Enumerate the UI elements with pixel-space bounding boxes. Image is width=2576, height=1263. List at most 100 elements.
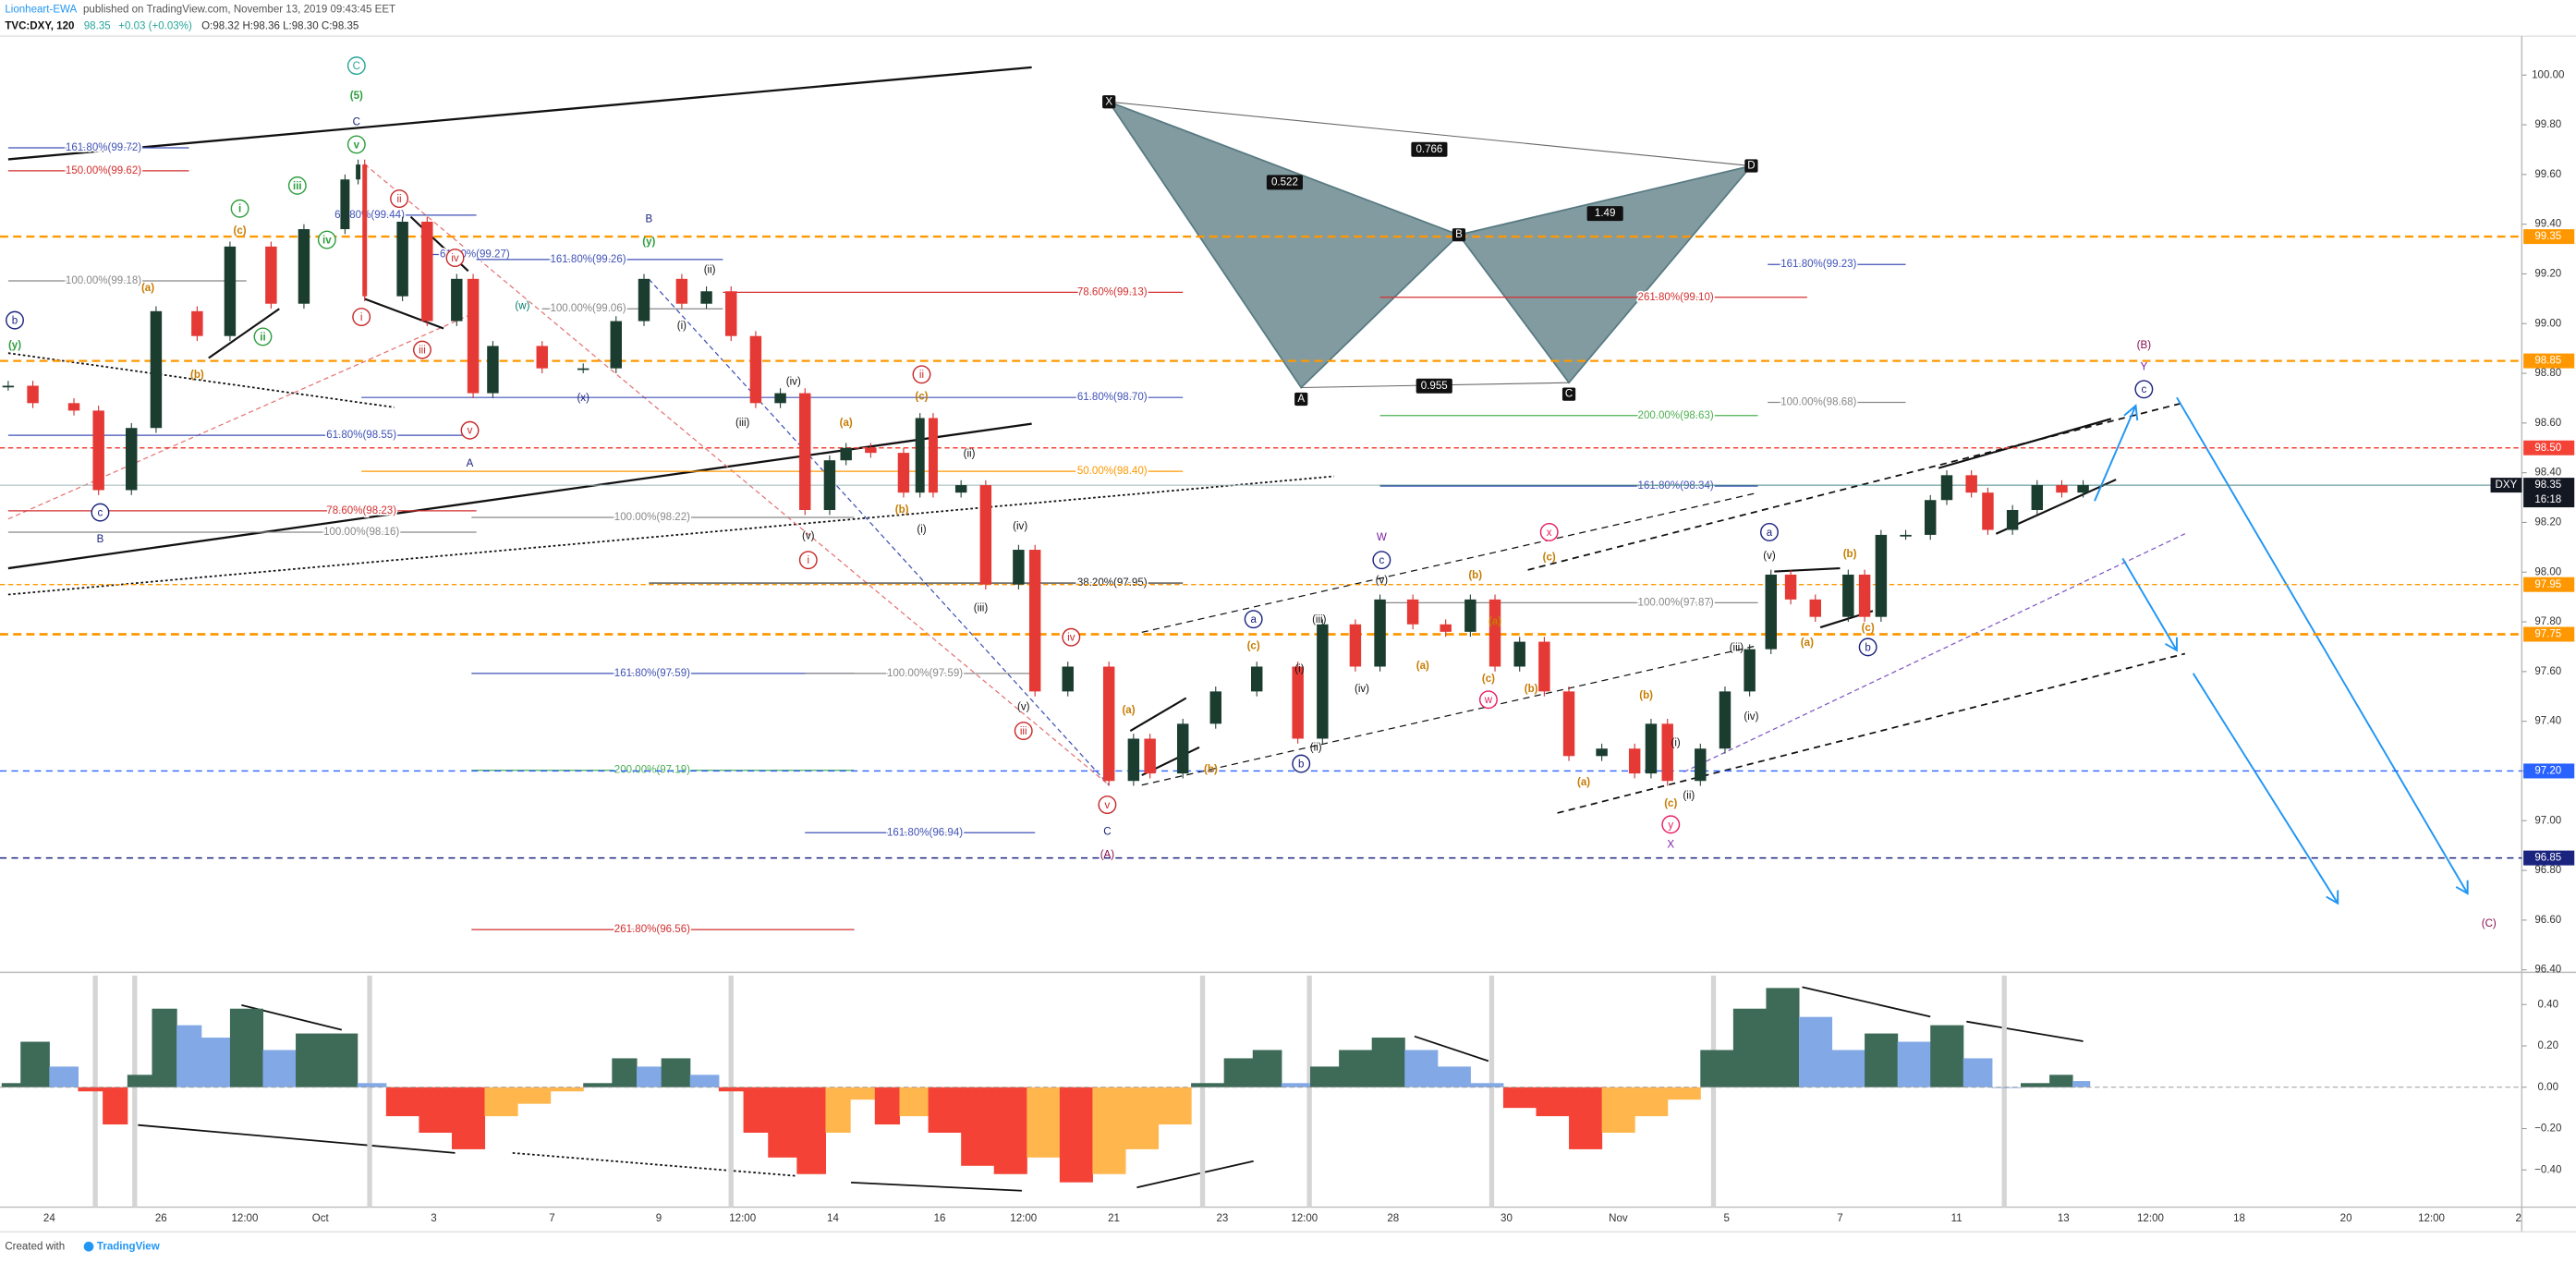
- candle: [1176, 723, 1189, 774]
- candle: [1661, 723, 1673, 782]
- wave-circle: [1539, 522, 1559, 541]
- oscillator-bar: [1470, 1083, 1504, 1087]
- fib-label: 161.80%(97.59): [614, 668, 690, 679]
- candle: [2056, 485, 2068, 493]
- y-tick-label: 96.80: [2534, 865, 2561, 876]
- fib-label: 100.00%(97.59): [887, 668, 963, 679]
- fib-label: 161.80%(99.72): [66, 142, 141, 153]
- pattern-point: B: [1455, 229, 1463, 240]
- symbol-tag: DXY: [2496, 480, 2518, 491]
- y-tick-label: 98.20: [2534, 517, 2561, 528]
- trend-line: [7, 352, 395, 408]
- triangle-line: [1938, 418, 2112, 469]
- wave-label: (c): [1543, 553, 1556, 564]
- candle: [979, 485, 992, 585]
- trend-line: [7, 475, 1334, 596]
- oscillator-bar: [1502, 1087, 1537, 1109]
- session-gap: [132, 975, 138, 1208]
- last-price-label: 98.35: [2534, 480, 2561, 491]
- wave-circle: [91, 503, 110, 522]
- candle: [2, 385, 15, 388]
- channel-line: [1527, 401, 2186, 571]
- wave-label: (iv): [786, 376, 801, 387]
- wave-label: iv: [1067, 633, 1075, 644]
- wave-label: v: [1105, 800, 1111, 811]
- candle: [675, 278, 688, 304]
- candle: [1406, 599, 1419, 625]
- candle: [1209, 691, 1221, 724]
- price-level-tag: [2523, 353, 2575, 369]
- x-tick-label: 12:00: [729, 1213, 756, 1224]
- price-level-label: 99.35: [2534, 231, 2561, 242]
- oscillator-bar: [1, 1083, 21, 1087]
- y-tick-label: 98.00: [2534, 566, 2561, 577]
- candle: [1464, 599, 1476, 632]
- oscillator-bar: [689, 1075, 720, 1087]
- candle: [577, 368, 589, 370]
- candle: [840, 447, 852, 461]
- wave-circle: [1760, 522, 1779, 541]
- wave-label: (b): [190, 370, 204, 381]
- oscillator-bar: [1667, 1087, 1701, 1100]
- wave-circle: [1098, 795, 1117, 814]
- x-tick-label: 12:00: [2137, 1213, 2164, 1224]
- wave-label: (a): [1801, 638, 1814, 649]
- candle: [1250, 666, 1263, 692]
- wave-circle: [445, 249, 465, 268]
- wave-label: (b): [1639, 690, 1653, 701]
- candle: [1695, 748, 1707, 782]
- x-tick-label: 12:00: [1291, 1213, 1318, 1224]
- price-level-label: 98.50: [2534, 443, 2561, 454]
- wave-label: (x): [577, 393, 589, 404]
- candle: [1144, 738, 1156, 774]
- footer-brand[interactable]: TradingView: [97, 1241, 160, 1252]
- candle: [2006, 510, 2019, 530]
- oscillator-bar: [484, 1087, 518, 1117]
- session-gap: [1710, 975, 1717, 1208]
- countdown: 16:18: [2534, 494, 2561, 505]
- wave-circle: [798, 551, 818, 570]
- wave-label: (a): [1488, 616, 1501, 627]
- x-tick-label: 28: [1387, 1213, 1399, 1224]
- wave-label: Y: [2141, 361, 2148, 372]
- fib-label: 61.80%(99.44): [334, 210, 405, 221]
- oscillator-bar: [200, 1038, 231, 1087]
- oscillator-bar: [2049, 1075, 2073, 1087]
- y-tick-label: 98.60: [2534, 418, 2561, 429]
- candle: [536, 346, 548, 369]
- candle: [823, 460, 836, 511]
- fib-label: 50.00%(98.40): [1077, 466, 1148, 477]
- wave-label: W: [1377, 532, 1387, 543]
- oscillator-bar: [1601, 1087, 1635, 1133]
- wave-circle: [413, 340, 431, 359]
- wave-label: (ii): [1310, 743, 1322, 754]
- arrow: [2192, 673, 2339, 905]
- trend-line: [364, 164, 1110, 786]
- wave-circle: [2134, 380, 2154, 399]
- fib-label: 61.80%(98.70): [1077, 392, 1148, 403]
- candle: [1562, 691, 1575, 757]
- drawings: [7, 66, 2469, 1192]
- published: published on TradingView.com, November 1…: [83, 5, 395, 16]
- candle: [1924, 500, 1937, 535]
- wave-label: c: [1379, 555, 1384, 566]
- wave-label: (c): [1664, 798, 1677, 809]
- oscillator-bar: [928, 1087, 962, 1133]
- pattern-point-box: [1561, 387, 1576, 401]
- candle: [865, 447, 877, 454]
- fib-label: 161.80%(99.23): [1780, 259, 1856, 270]
- wave-label: i: [238, 204, 241, 215]
- header-line: Lionheart-EWA published on TradingView.c…: [5, 5, 395, 16]
- trend-line: [364, 298, 444, 330]
- oscillator-bar: [357, 1083, 387, 1087]
- wave-label: (i): [1294, 663, 1304, 674]
- channel-line: [1683, 533, 2186, 773]
- wave-label: (c): [915, 391, 928, 402]
- pattern-point-box: [1452, 228, 1466, 242]
- author[interactable]: Lionheart-EWA: [5, 5, 77, 16]
- wave-circle: [390, 189, 409, 209]
- oscillator-bar: [328, 1033, 358, 1087]
- divergence-line: [138, 1123, 456, 1154]
- oscillator-bar: [1798, 1016, 1833, 1087]
- divergence-line: [850, 1182, 1022, 1192]
